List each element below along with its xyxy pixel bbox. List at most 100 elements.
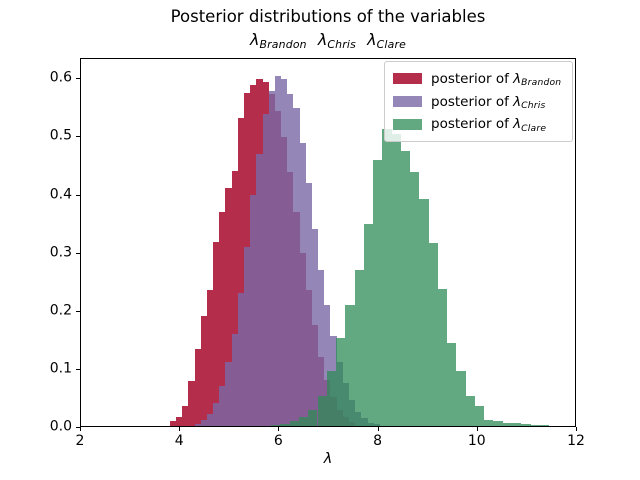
hist-bar bbox=[324, 304, 331, 426]
y-tick bbox=[76, 252, 80, 254]
legend-item-chris: posterior of λChris bbox=[393, 93, 564, 112]
hist-bar bbox=[493, 420, 503, 426]
hist-bar bbox=[231, 170, 238, 426]
x-tick-label: 12 bbox=[567, 433, 585, 449]
hist-bar bbox=[373, 160, 383, 426]
lambda-symbol: λ bbox=[513, 116, 522, 133]
hist-bar bbox=[521, 424, 531, 426]
x-tick-label: 2 bbox=[75, 433, 85, 449]
hist-bar bbox=[400, 150, 411, 426]
hist-bar bbox=[182, 405, 189, 426]
y-tick bbox=[76, 78, 80, 80]
subscript-clare: Clare bbox=[521, 122, 547, 134]
hist-bar bbox=[419, 199, 429, 426]
hist-bar bbox=[474, 405, 485, 426]
x-tick bbox=[179, 427, 181, 431]
hist-bar bbox=[484, 419, 494, 426]
y-tick-label: 0.4 bbox=[49, 186, 72, 203]
hist-bar bbox=[354, 269, 364, 426]
subtitle-lambda-clare: λClare bbox=[367, 30, 407, 52]
x-tick bbox=[278, 427, 280, 431]
legend-item-clare: posterior of λClare bbox=[393, 116, 564, 134]
lambda-symbol: λ bbox=[249, 30, 260, 49]
lambda-symbol: λ bbox=[317, 30, 328, 49]
subscript-brandon: Brandon bbox=[521, 77, 562, 89]
hist-bar bbox=[237, 117, 245, 426]
hist-bar bbox=[317, 395, 327, 426]
hist-bar bbox=[447, 343, 457, 426]
hist-bar bbox=[200, 420, 207, 426]
y-tick-label: 0.0 bbox=[49, 418, 72, 435]
y-tick-label: 0.2 bbox=[49, 302, 72, 319]
histogram-clare bbox=[81, 59, 575, 426]
chart-subtitle: λBrandon λChris λClare bbox=[80, 30, 576, 52]
x-tick-label: 8 bbox=[373, 433, 383, 449]
y-tick-label: 0.3 bbox=[49, 244, 72, 261]
x-tick-label: 10 bbox=[467, 433, 486, 449]
legend-swatch-clare bbox=[393, 118, 422, 130]
hist-bar bbox=[363, 223, 374, 426]
hist-bar bbox=[219, 212, 226, 426]
legend: posterior of λBrandon posterior of λChri… bbox=[384, 61, 573, 142]
hist-bar bbox=[465, 395, 475, 426]
hist-bar bbox=[391, 134, 401, 426]
subtitle-lambda-brandon: λBrandon bbox=[249, 30, 307, 52]
subscript-chris: Chris bbox=[521, 100, 546, 112]
hist-bar bbox=[502, 422, 512, 426]
y-tick bbox=[76, 427, 80, 428]
legend-label-text: posterior of bbox=[431, 70, 514, 87]
subscript-brandon: Brandon bbox=[259, 38, 307, 52]
x-tick bbox=[476, 427, 478, 431]
legend-swatch-chris bbox=[393, 96, 422, 107]
y-tick-label: 0.5 bbox=[49, 128, 72, 145]
subscript-chris: Chris bbox=[327, 38, 356, 52]
hist-bar bbox=[225, 188, 232, 426]
hist-bar bbox=[256, 154, 263, 426]
hist-bar bbox=[176, 416, 183, 426]
hist-bar bbox=[428, 242, 438, 426]
hist-bar bbox=[200, 316, 207, 426]
legend-label-text: posterior of bbox=[431, 93, 514, 110]
hist-bar bbox=[213, 241, 220, 426]
hist-bar bbox=[308, 409, 318, 426]
hist-bar bbox=[318, 269, 325, 426]
x-axis-label: λ bbox=[323, 451, 333, 467]
y-tick-label: 0.6 bbox=[49, 70, 72, 87]
hist-bar bbox=[287, 93, 294, 426]
hist-bar bbox=[268, 90, 275, 426]
hist-bar bbox=[206, 414, 214, 426]
y-tick bbox=[76, 310, 80, 312]
x-tick bbox=[80, 427, 81, 431]
legend-label-clare: posterior of λClare bbox=[431, 116, 547, 134]
hist-bar bbox=[530, 424, 540, 426]
hist-bar bbox=[311, 229, 319, 426]
hist-bar bbox=[410, 171, 420, 426]
hist-bar bbox=[213, 402, 220, 426]
lambda-symbol: λ bbox=[513, 93, 522, 110]
subscript-clare: Clare bbox=[376, 38, 407, 52]
legend-item-brandon: posterior of λBrandon bbox=[393, 70, 564, 89]
hist-bar bbox=[305, 183, 312, 426]
hist-bar bbox=[219, 385, 226, 426]
hist-bar bbox=[188, 380, 195, 426]
chart-title: Posterior distributions of the variables bbox=[170, 7, 486, 26]
hist-bar bbox=[250, 194, 257, 426]
legend-label-brandon: posterior of λBrandon bbox=[431, 70, 562, 89]
y-tick bbox=[76, 194, 80, 196]
y-tick-label: 0.1 bbox=[49, 360, 72, 377]
x-tick bbox=[576, 427, 577, 431]
hist-bar bbox=[194, 423, 201, 426]
hist-bar bbox=[262, 113, 269, 426]
x-tick bbox=[377, 427, 379, 431]
legend-swatch-brandon bbox=[393, 73, 422, 85]
subtitle-lambda-chris: λChris bbox=[317, 30, 356, 52]
hist-bar bbox=[225, 362, 232, 426]
hist-bar bbox=[539, 425, 550, 426]
hist-bar bbox=[437, 289, 448, 426]
hist-bar bbox=[271, 424, 281, 426]
hist-bar bbox=[231, 333, 238, 426]
hist-bar bbox=[382, 128, 392, 426]
hist-bar bbox=[280, 423, 290, 426]
lambda-symbol: λ bbox=[513, 70, 522, 87]
